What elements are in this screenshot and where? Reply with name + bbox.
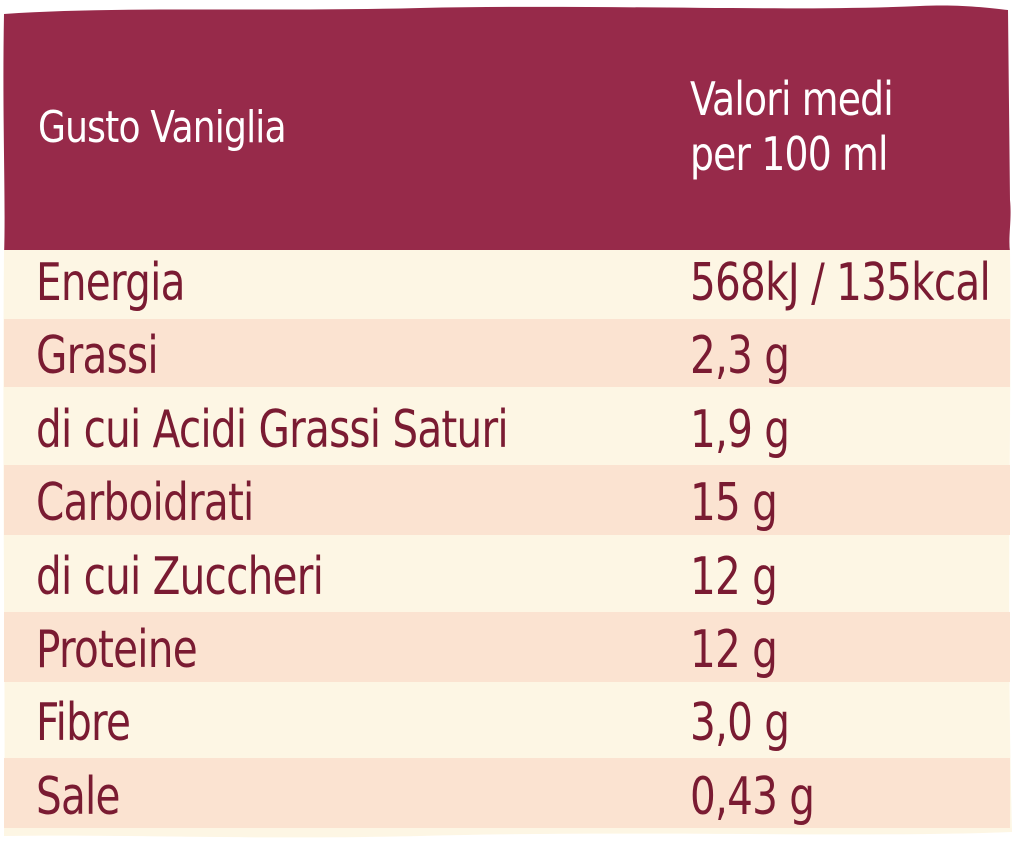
- nutrient-value: 568kJ / 135kcal: [690, 253, 991, 313]
- table-row: Proteine 12 g: [0, 612, 1024, 685]
- row-stripe: [4, 758, 1010, 828]
- flavor-title: Gusto Vaniglia: [38, 102, 287, 153]
- nutrient-value: 15 g: [690, 473, 778, 534]
- nutrient-name: di cui Zuccheri: [36, 546, 324, 607]
- nutrient-name: Sale: [36, 766, 120, 827]
- table-row: Grassi 2,3 g: [0, 318, 1024, 391]
- nutrient-name: Fibre: [36, 693, 131, 754]
- nutrient-value: 0,43 g: [690, 766, 815, 827]
- column-label: Valori medi per 100 ml: [690, 72, 894, 182]
- nutrient-name: Energia: [36, 253, 185, 313]
- nutrient-value: 3,0 g: [690, 693, 790, 754]
- nutrient-value: 12 g: [690, 546, 778, 607]
- table-row: Energia 568kJ / 135kcal: [0, 245, 1024, 318]
- row-stripe: [4, 465, 1010, 535]
- nutrient-value: 2,3 g: [690, 326, 790, 387]
- column-label-line2: per 100 ml: [690, 127, 888, 182]
- table-row: Carboidrati 15 g: [0, 465, 1024, 538]
- nutrient-name: Grassi: [36, 326, 159, 387]
- nutrient-name: Proteine: [36, 619, 198, 680]
- nutrient-value: 12 g: [690, 619, 778, 680]
- table-row: di cui Acidi Grassi Saturi 1,9 g: [0, 392, 1024, 465]
- nutrient-name: Carboidrati: [36, 473, 254, 534]
- header-background: [3, 5, 1011, 262]
- nutrient-value: 1,9 g: [690, 399, 790, 460]
- row-stripe: [4, 319, 1010, 387]
- table-header: Gusto Vaniglia Valori medi per 100 ml: [0, 0, 1024, 245]
- nutrition-rows: Energia 568kJ / 135kcal Grassi 2,3 g di …: [0, 245, 1024, 832]
- table-row: Sale 0,43 g: [0, 759, 1024, 832]
- column-label-line1: Valori medi: [690, 72, 894, 126]
- nutrient-name: di cui Acidi Grassi Saturi: [36, 399, 509, 460]
- table-row: di cui Zuccheri 12 g: [0, 539, 1024, 612]
- row-stripe: [4, 612, 1010, 682]
- table-row: Fibre 3,0 g: [0, 685, 1024, 758]
- table-background: [3, 250, 1012, 838]
